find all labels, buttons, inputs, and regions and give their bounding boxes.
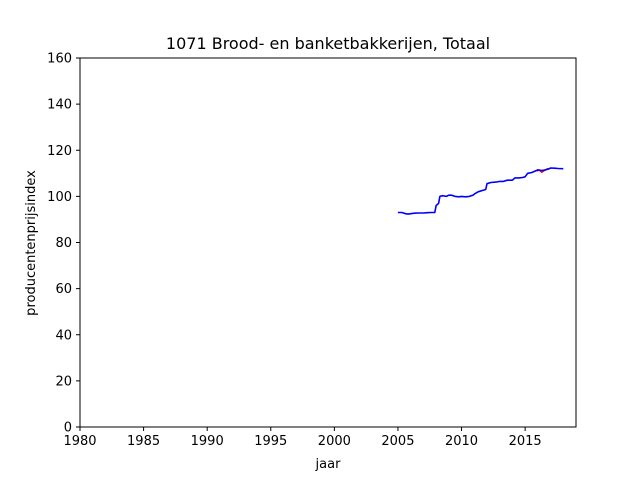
x-axis-ticks: 1980 1985 1990 1995 2000 2005 2010 2015 bbox=[63, 427, 542, 449]
x-axis-label: jaar bbox=[315, 457, 342, 472]
x-tick-label: 1990 bbox=[191, 434, 224, 449]
x-tick-label: 2005 bbox=[381, 434, 414, 449]
x-tick-label: 2010 bbox=[445, 434, 478, 449]
y-axis-label: producentenprijsindex bbox=[24, 170, 39, 316]
y-tick-label: 140 bbox=[47, 98, 72, 113]
x-tick-label: 1980 bbox=[63, 434, 96, 449]
y-tick-label: 60 bbox=[55, 282, 72, 297]
series-layer bbox=[397, 167, 564, 215]
y-tick-label: 80 bbox=[55, 236, 72, 251]
y-tick-label: 40 bbox=[55, 328, 72, 343]
y-tick-label: 160 bbox=[47, 52, 72, 67]
y-tick-label: 120 bbox=[47, 144, 72, 159]
x-tick-label: 2000 bbox=[318, 434, 351, 449]
y-tick-label: 0 bbox=[64, 421, 72, 436]
y-tick-label: 20 bbox=[55, 374, 72, 389]
y-axis-ticks: 0 20 40 60 80 100 120 140 160 bbox=[47, 52, 80, 436]
x-tick-label: 2015 bbox=[509, 434, 542, 449]
x-tick-label: 1985 bbox=[127, 434, 160, 449]
x-tick-label: 1995 bbox=[254, 434, 287, 449]
series-line-1 bbox=[397, 167, 564, 215]
plot-frame bbox=[79, 57, 577, 428]
y-tick-label: 100 bbox=[47, 190, 72, 205]
chart-title: 1071 Brood- en banketbakkerijen, Totaal bbox=[166, 34, 490, 53]
